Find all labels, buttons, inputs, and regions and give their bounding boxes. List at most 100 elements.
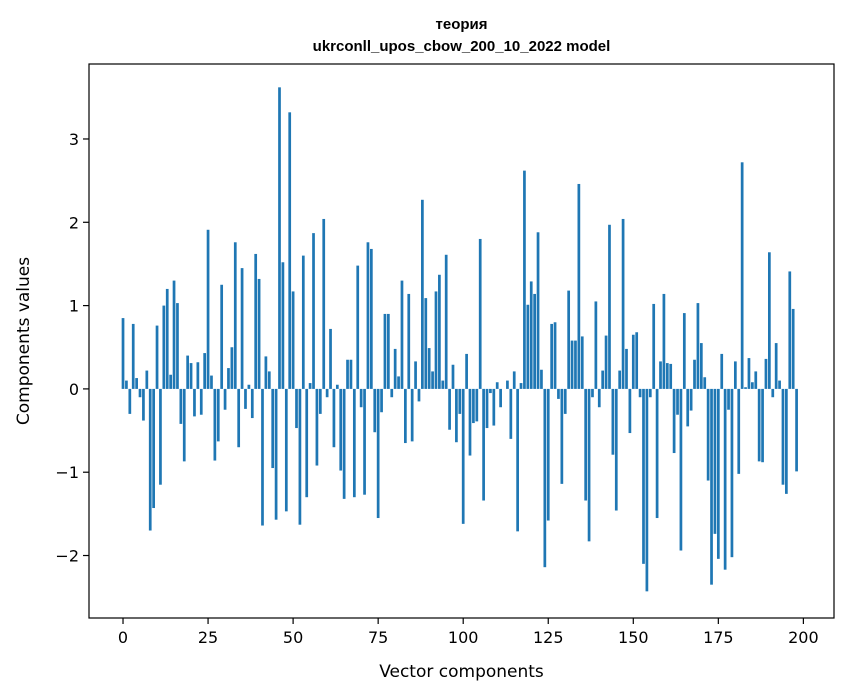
bar-component-137	[587, 388, 591, 542]
bar-component-38	[250, 388, 254, 419]
bar-component-60	[325, 388, 329, 398]
bar-component-135	[580, 336, 584, 389]
bar-component-57	[315, 388, 319, 466]
bar-component-81	[397, 376, 400, 389]
bar-component-95	[444, 254, 448, 389]
bar-component-92	[434, 291, 438, 389]
bar-component-104	[475, 388, 479, 422]
bar-component-85	[410, 388, 414, 442]
bar-component-115	[512, 371, 516, 389]
y-tick-label: −2	[55, 547, 79, 566]
bar-component-121	[533, 293, 536, 389]
bar-component-12	[162, 305, 166, 389]
bar-component-89	[424, 298, 428, 389]
bar-component-52	[298, 388, 302, 525]
bar-component-169	[696, 303, 700, 389]
bar-component-87	[417, 388, 421, 402]
bar-component-29	[220, 284, 224, 389]
bar-component-113	[506, 380, 509, 389]
bar-component-93	[438, 274, 441, 389]
bar-component-73	[369, 248, 373, 389]
bar-component-64	[339, 388, 343, 471]
bar-component-142	[604, 335, 608, 389]
bar-component-79	[390, 388, 394, 398]
bar-component-68	[352, 388, 356, 498]
y-axis-label: Components values	[14, 257, 34, 425]
bar-component-134	[577, 183, 581, 389]
bar-component-13	[165, 288, 169, 389]
bar-component-136	[584, 388, 588, 501]
bar-component-129	[560, 388, 564, 484]
x-tick-label: 150	[618, 628, 649, 647]
bar-component-56	[312, 233, 315, 389]
bar-component-140	[597, 388, 601, 408]
bar-component-37	[247, 384, 251, 389]
bar-component-191	[771, 388, 775, 398]
bar-component-96	[448, 388, 451, 430]
plot-frame	[88, 63, 835, 619]
x-tick-label: 25	[198, 628, 218, 647]
bar-component-53	[301, 255, 305, 389]
bar-component-165	[682, 313, 686, 389]
bar-component-0	[121, 318, 125, 389]
bar-component-17	[179, 388, 183, 424]
bar-component-48	[284, 388, 288, 512]
bar-component-159	[662, 293, 666, 389]
bar-component-102	[468, 388, 472, 456]
bar-component-156	[652, 303, 656, 389]
bar-component-188	[761, 388, 764, 463]
bar-component-124	[543, 388, 547, 568]
bar-component-181	[737, 388, 741, 474]
bar-component-111	[499, 388, 502, 408]
bar-component-123	[540, 369, 543, 389]
bar-component-117	[519, 383, 523, 389]
bar-component-55	[308, 383, 312, 389]
bar-component-59	[322, 218, 326, 389]
bar-component-162	[672, 388, 676, 454]
bar-component-192	[774, 343, 778, 389]
bar-component-151	[635, 332, 639, 389]
bar-component-32	[230, 347, 234, 389]
bar-component-100	[461, 388, 465, 524]
x-axis-label: Vector components	[379, 662, 544, 682]
bar-component-61	[329, 328, 332, 389]
bar-component-16	[176, 303, 179, 389]
bar-component-147	[621, 218, 625, 389]
bar-component-44	[271, 388, 275, 469]
bar-component-180	[733, 361, 737, 389]
x-axis-ticks: 0 25 50 75 100 125 150 175 200	[118, 618, 819, 647]
bar-component-80	[393, 348, 397, 389]
bar-component-157	[655, 388, 659, 519]
bar-component-86	[414, 361, 417, 389]
bar-component-174	[713, 388, 717, 534]
bar-component-72	[366, 242, 370, 389]
bar-component-145	[614, 388, 618, 511]
bar-component-155	[648, 388, 652, 398]
y-tick-label: 2	[69, 213, 79, 232]
bar-component-125	[546, 388, 550, 521]
bar-component-42	[264, 356, 268, 389]
bar-component-91	[431, 371, 434, 389]
bar-component-173	[710, 388, 713, 585]
bar-component-106	[482, 388, 485, 501]
bar-component-94	[441, 380, 445, 389]
bar-component-163	[676, 388, 679, 415]
y-tick-label: 0	[69, 380, 79, 399]
bar-component-20	[189, 363, 193, 389]
bar-component-19	[186, 355, 190, 389]
bar-component-7	[145, 370, 149, 389]
bar-component-166	[686, 388, 690, 427]
bar-component-170	[699, 343, 703, 389]
y-tick-label: 3	[69, 130, 79, 149]
bar-component-10	[155, 325, 159, 389]
bar-component-154	[645, 388, 649, 592]
x-tick-label: 50	[283, 628, 303, 647]
bar-component-78	[387, 313, 390, 389]
bar-component-196	[788, 271, 792, 389]
bar-component-195	[785, 388, 788, 494]
bar-component-107	[485, 388, 489, 429]
bar-component-70	[359, 388, 363, 408]
bar-component-103	[472, 388, 475, 424]
bar-component-143	[608, 224, 611, 389]
